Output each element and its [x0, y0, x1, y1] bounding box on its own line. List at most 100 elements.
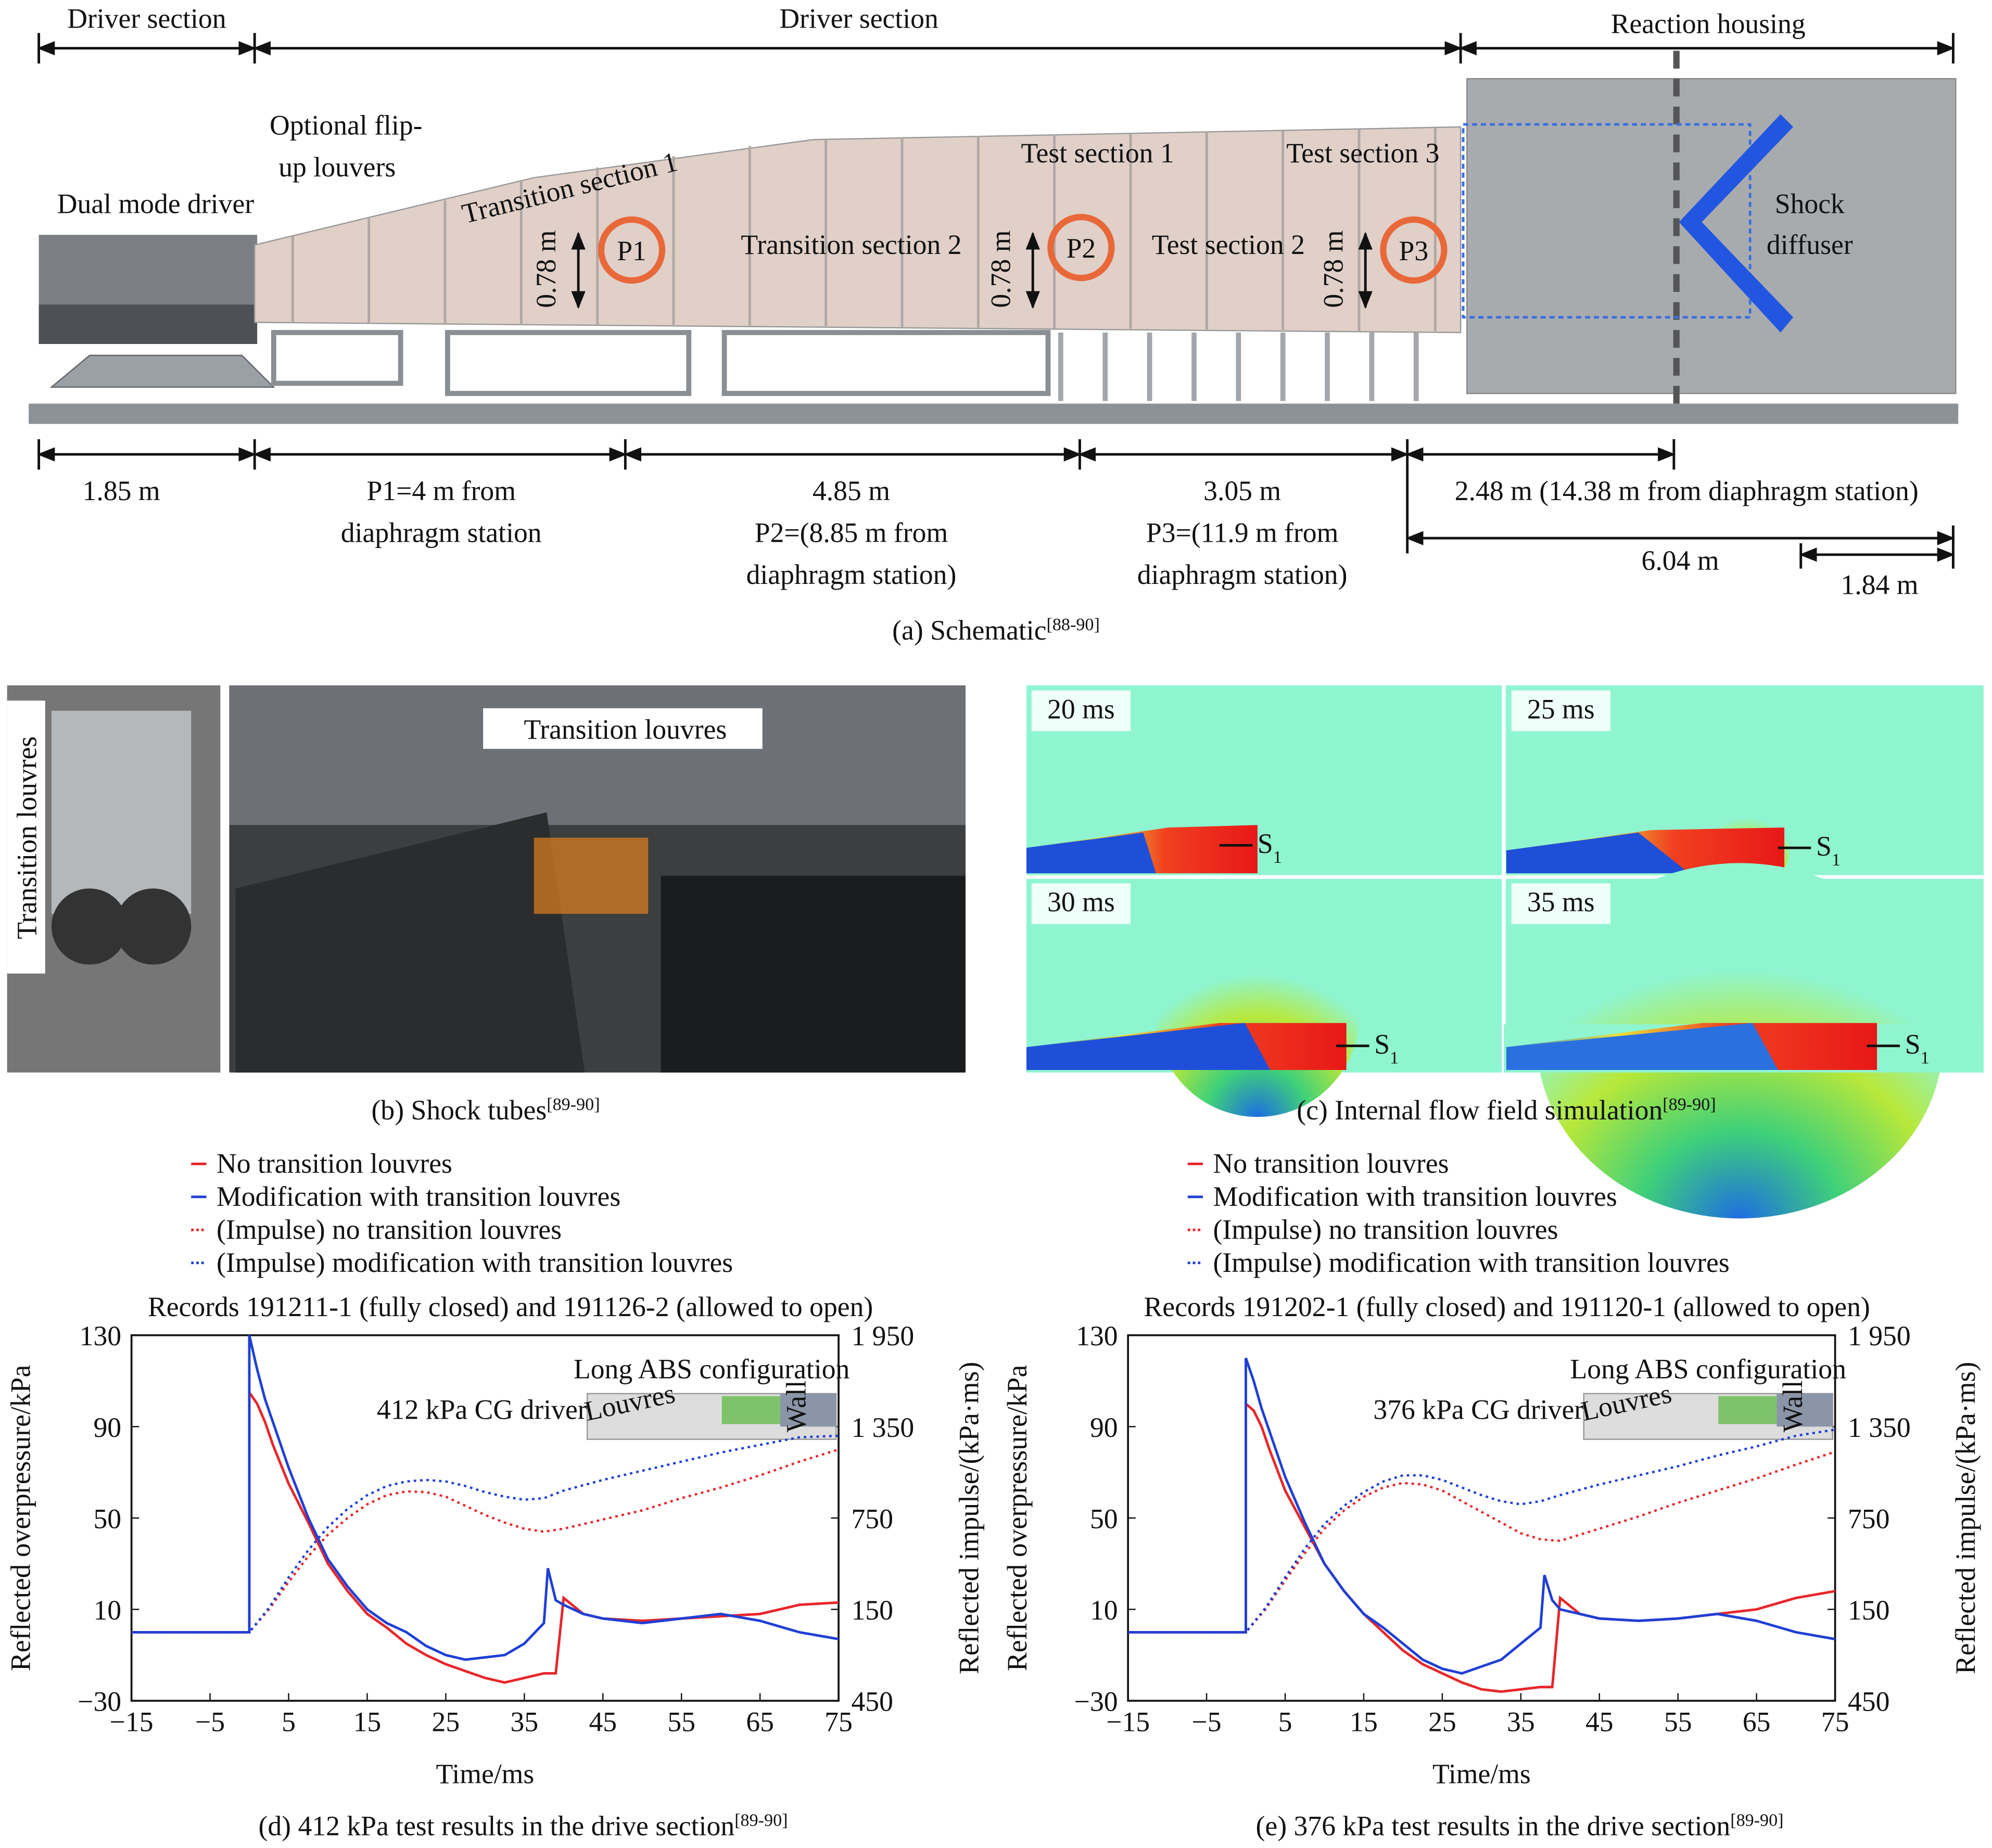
chart-title: Records 191211-1 (fully closed) and 1911… — [148, 1291, 873, 1322]
series-line — [1128, 1401, 1836, 1693]
y-tick-label: 90 — [1090, 1412, 1118, 1443]
shock-sub: 1 — [1273, 847, 1282, 866]
legend-label: (Impulse) no transition louvres — [1213, 1214, 1558, 1245]
shock-name: S — [1816, 831, 1832, 862]
label-box — [483, 708, 763, 749]
y2-tick-label: 450 — [1848, 1686, 1889, 1717]
caption-ref: [89-90] — [1730, 1811, 1783, 1830]
y2-tick-label: 1 950 — [1848, 1320, 1911, 1352]
driver-stand — [49, 354, 275, 388]
series-line — [1128, 1357, 1836, 1675]
test-2: Test section 2 — [1152, 229, 1305, 260]
shock-sub: 1 — [1832, 850, 1841, 869]
shock-diffuser: Shock — [1775, 188, 1845, 220]
caption: (d) 412 kPa test results in the drive se… — [258, 1811, 788, 1842]
x-tick-label: −15 — [1106, 1706, 1150, 1738]
sim-wedge — [1026, 1023, 1271, 1070]
x-tick-label: 55 — [1664, 1706, 1692, 1738]
caption-text: (d) 412 kPa test results in the drive se… — [258, 1811, 734, 1842]
shock-name: S — [1374, 1028, 1390, 1060]
caption-text: (b) Shock tubes — [372, 1094, 547, 1126]
y-tick-label: 10 — [1090, 1595, 1118, 1626]
legend-label: (Impulse) no transition louvres — [217, 1214, 562, 1245]
dimension: P1=4 m from — [366, 475, 516, 506]
photo-tube — [51, 710, 192, 914]
x-tick-label: −5 — [195, 1706, 225, 1738]
dimension: 6.04 m — [1642, 545, 1719, 576]
inset-green — [721, 1396, 780, 1424]
shock-sub: 1 — [1921, 1048, 1930, 1067]
sim-time: 20 ms — [1047, 693, 1115, 724]
gauge-label: P1 — [617, 235, 646, 266]
x-tick-label: 65 — [746, 1706, 774, 1738]
height-label: 0.78 m — [530, 231, 562, 308]
test-3: Test section 3 — [1286, 137, 1439, 169]
caption: (c) Internal flow field simulation[89-90… — [1297, 1094, 1716, 1126]
dimension-lines — [37, 33, 1955, 569]
transition-2: Transition section 2 — [741, 229, 961, 260]
y2-tick-label: 750 — [1848, 1503, 1889, 1534]
test-zone — [1462, 123, 1752, 319]
sim-blast — [1156, 913, 1360, 1117]
x-tick-label: 25 — [1428, 1706, 1456, 1738]
x-tick-label: 35 — [1507, 1706, 1535, 1738]
y2-tick-label: 1 350 — [851, 1412, 914, 1443]
dimension: diaphragm station) — [746, 559, 957, 590]
shock-diffuser — [1679, 114, 1794, 333]
inset-wall-label: Wall — [781, 1380, 812, 1432]
height-label: 0.78 m — [985, 231, 1016, 308]
legend-label: Modification with transition louvres — [1213, 1181, 1617, 1212]
x-tick-label: 65 — [1743, 1706, 1771, 1738]
y2-axis-label: Reflected impulse/(kPa·ms) — [1950, 1362, 1981, 1674]
caption-ref: [89-90] — [734, 1811, 788, 1830]
y2-tick-label: 150 — [1848, 1595, 1889, 1626]
photo-barrel — [115, 888, 192, 965]
shock-sub: 1 — [1390, 1048, 1399, 1067]
shock-diffuser: diffuser — [1767, 229, 1853, 260]
dimension: 1.84 m — [1841, 569, 1918, 600]
label-box — [1511, 690, 1610, 731]
y-tick-label: 50 — [1090, 1503, 1118, 1534]
x-tick-label: 25 — [432, 1706, 460, 1738]
gauge-label: P3 — [1399, 235, 1429, 266]
sim-time: 30 ms — [1047, 886, 1115, 917]
caption-text: (e) 376 kPa test results in the drive se… — [1256, 1811, 1731, 1842]
shock-label: S1 — [1905, 1028, 1930, 1067]
x-tick-label: 55 — [667, 1706, 695, 1738]
photo-glow — [534, 837, 649, 914]
tube-supports — [271, 330, 1051, 396]
sim-wedge — [1506, 832, 1690, 873]
inset-wall — [1777, 1393, 1833, 1427]
plot-frame — [1127, 1334, 1836, 1702]
test-1: Test section 1 — [1021, 137, 1174, 169]
flip-louvers: Optional flip- — [270, 110, 422, 141]
photo-label: Transition louvres — [524, 713, 727, 745]
y-tick-label: 10 — [93, 1595, 121, 1626]
test-legs — [1058, 332, 1419, 401]
photo-barrel — [51, 888, 128, 965]
section-label: Driver section — [67, 3, 226, 34]
photo-louvres — [235, 812, 585, 1073]
y2-axis-label: Reflected impulse/(kPa·ms) — [953, 1362, 984, 1674]
y-tick-label: −30 — [78, 1686, 121, 1717]
caption: (e) 376 kPa test results in the drive se… — [1256, 1811, 1784, 1842]
photo-tube-body — [661, 875, 966, 1073]
plot-frame — [130, 1334, 840, 1702]
y2-tick-label: 450 — [851, 1686, 893, 1717]
sim-time: 35 ms — [1527, 886, 1595, 917]
driver-shade — [39, 304, 258, 344]
inset-driver: 376 kPa CG driver — [1373, 1394, 1583, 1425]
y-axis-label: Reflected overpressure/kPa — [5, 1365, 36, 1672]
x-axis-label: Time/ms — [436, 1758, 534, 1790]
gauge-label: P2 — [1067, 233, 1096, 264]
sim-wedge — [1026, 832, 1156, 873]
gauges — [598, 213, 1448, 284]
caption: (a) Schematic[88-90] — [892, 615, 1100, 646]
caption: (b) Shock tubes[89-90] — [372, 1094, 600, 1126]
shock-label: S1 — [1374, 1028, 1399, 1067]
dimension: 3.05 m — [1203, 475, 1281, 506]
inset-driver: 412 kPa CG driver — [377, 1394, 587, 1425]
